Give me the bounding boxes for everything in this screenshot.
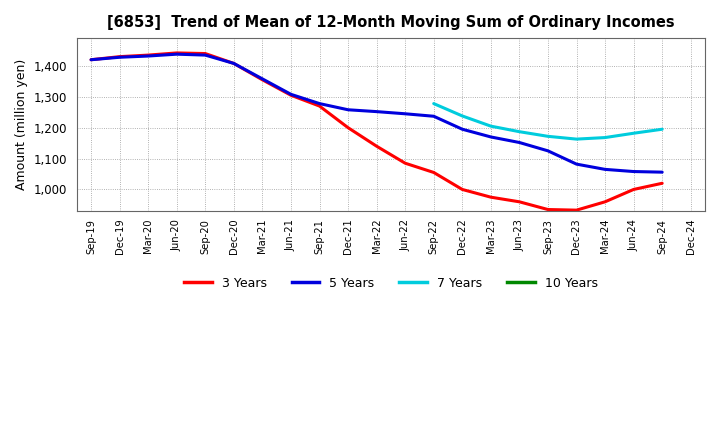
- Title: [6853]  Trend of Mean of 12-Month Moving Sum of Ordinary Incomes: [6853] Trend of Mean of 12-Month Moving …: [107, 15, 675, 30]
- 3 Years: [487, 194, 495, 200]
- 5 Years: [458, 127, 467, 132]
- 5 Years: [515, 140, 523, 145]
- Y-axis label: Amount (million yen): Amount (million yen): [15, 59, 28, 190]
- 3 Years: [172, 50, 181, 55]
- 5 Years: [487, 134, 495, 139]
- 5 Years: [172, 51, 181, 57]
- 5 Years: [115, 55, 124, 60]
- 3 Years: [429, 170, 438, 175]
- 7 Years: [600, 135, 609, 140]
- 3 Years: [230, 61, 238, 66]
- 3 Years: [458, 187, 467, 192]
- 3 Years: [572, 208, 581, 213]
- 5 Years: [230, 61, 238, 66]
- 3 Years: [600, 199, 609, 205]
- 3 Years: [343, 125, 352, 130]
- 7 Years: [515, 129, 523, 134]
- 3 Years: [372, 143, 381, 149]
- 5 Years: [372, 109, 381, 114]
- 5 Years: [315, 101, 324, 106]
- 5 Years: [658, 169, 667, 175]
- 3 Years: [515, 199, 523, 205]
- 5 Years: [401, 111, 410, 117]
- 5 Years: [201, 52, 210, 58]
- 5 Years: [544, 148, 552, 154]
- 5 Years: [600, 167, 609, 172]
- 7 Years: [658, 127, 667, 132]
- 5 Years: [86, 57, 95, 62]
- 7 Years: [487, 124, 495, 129]
- Legend: 3 Years, 5 Years, 7 Years, 10 Years: 3 Years, 5 Years, 7 Years, 10 Years: [179, 272, 603, 295]
- 7 Years: [544, 134, 552, 139]
- 7 Years: [572, 136, 581, 142]
- Line: 3 Years: 3 Years: [91, 53, 662, 210]
- 3 Years: [401, 161, 410, 166]
- 3 Years: [544, 207, 552, 212]
- 5 Years: [287, 92, 295, 97]
- 3 Years: [144, 52, 153, 58]
- 3 Years: [629, 187, 638, 192]
- 5 Years: [343, 107, 352, 112]
- 3 Years: [115, 54, 124, 59]
- 3 Years: [258, 77, 266, 82]
- 3 Years: [658, 181, 667, 186]
- 5 Years: [258, 76, 266, 81]
- 3 Years: [315, 103, 324, 109]
- Line: 5 Years: 5 Years: [91, 54, 662, 172]
- 7 Years: [429, 101, 438, 106]
- 3 Years: [287, 92, 295, 98]
- 5 Years: [629, 169, 638, 174]
- 3 Years: [86, 57, 95, 62]
- 5 Years: [144, 53, 153, 59]
- Line: 7 Years: 7 Years: [433, 103, 662, 139]
- 3 Years: [201, 51, 210, 56]
- 5 Years: [572, 161, 581, 167]
- 7 Years: [458, 114, 467, 119]
- 7 Years: [629, 131, 638, 136]
- 5 Years: [429, 114, 438, 119]
